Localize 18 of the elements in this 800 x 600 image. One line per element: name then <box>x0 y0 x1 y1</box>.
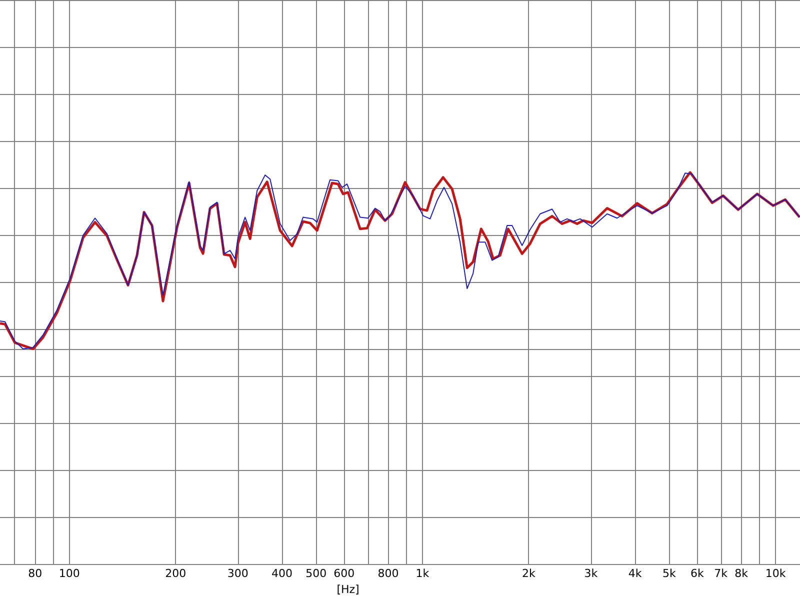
x-tick-label: 800 <box>378 567 399 580</box>
x-tick-label: 300 <box>227 567 248 580</box>
x-tick-label: 400 <box>271 567 292 580</box>
x-tick-label: 5k <box>662 567 677 580</box>
x-tick-label: 200 <box>165 567 186 580</box>
x-tick-label: 3k <box>584 567 598 580</box>
x-tick-label: 6k <box>690 567 705 580</box>
x-axis-title: [Hz] <box>336 583 360 596</box>
x-tick-label: 80 <box>28 567 42 580</box>
x-tick-label: 10k <box>765 567 786 580</box>
x-tick-label: 100 <box>58 567 80 580</box>
x-tick-label: 4k <box>628 567 642 580</box>
x-tick-label: 8k <box>734 567 749 580</box>
x-tick-label: 7k <box>714 567 728 580</box>
x-tick-label: 1k <box>416 567 430 580</box>
x-tick-label: 2k <box>522 567 536 580</box>
x-tick-label: 500 <box>306 567 327 580</box>
x-tick-label: 600 <box>334 567 355 580</box>
